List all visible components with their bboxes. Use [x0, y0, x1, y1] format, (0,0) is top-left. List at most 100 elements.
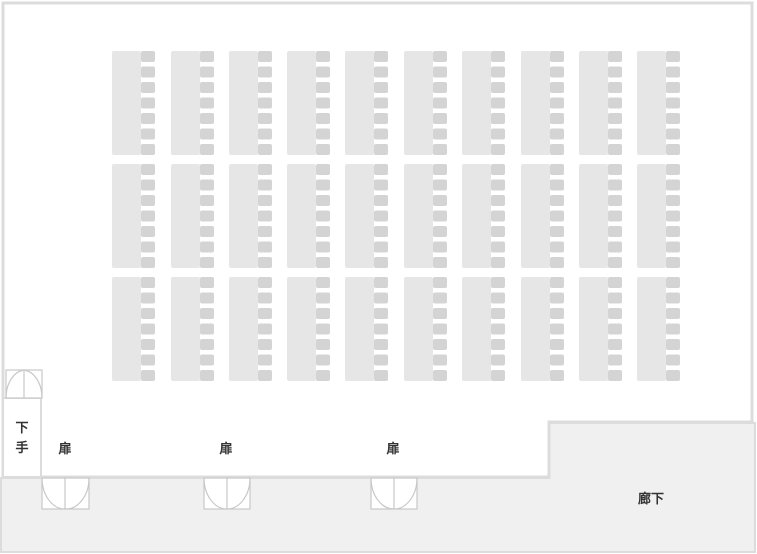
- chair: [258, 113, 272, 124]
- chair: [608, 277, 622, 288]
- chair: [433, 164, 447, 175]
- table: [112, 277, 141, 381]
- chair: [666, 241, 680, 253]
- chair: [550, 323, 564, 335]
- table-group: [637, 277, 680, 381]
- table: [579, 164, 608, 268]
- chair: [258, 292, 272, 304]
- chair: [433, 308, 447, 319]
- chair: [374, 82, 388, 93]
- chair: [491, 257, 505, 268]
- chair: [608, 66, 622, 78]
- chair: [666, 308, 680, 319]
- chair: [666, 226, 680, 237]
- chair: [200, 308, 214, 319]
- chair: [550, 179, 564, 191]
- chair: [550, 354, 564, 366]
- table-group: [287, 51, 330, 155]
- chair: [374, 144, 388, 155]
- chair: [491, 308, 505, 319]
- table-group: [171, 164, 214, 268]
- chair: [141, 339, 155, 350]
- chair: [200, 82, 214, 93]
- chair: [666, 339, 680, 350]
- door-label-1: 扉: [58, 441, 71, 457]
- chair: [374, 66, 388, 78]
- table: [287, 51, 316, 155]
- chair: [433, 323, 447, 335]
- chair: [258, 370, 272, 381]
- chair: [433, 97, 447, 109]
- chair: [258, 66, 272, 78]
- door-3[interactable]: [370, 477, 418, 510]
- chair: [550, 370, 564, 381]
- door-2[interactable]: [203, 477, 251, 510]
- chair: [666, 179, 680, 191]
- chair: [141, 257, 155, 268]
- chair: [550, 292, 564, 304]
- table-group: [112, 164, 155, 268]
- table: [345, 51, 374, 155]
- side-door[interactable]: [5, 369, 43, 399]
- stage-side-label-1: 下: [15, 421, 28, 436]
- chair: [550, 195, 564, 206]
- chair: [491, 144, 505, 155]
- table: [462, 164, 491, 268]
- chair: [141, 164, 155, 175]
- table: [637, 51, 666, 155]
- chair: [491, 210, 505, 222]
- chair: [550, 241, 564, 253]
- table: [404, 51, 433, 155]
- chair: [200, 51, 214, 62]
- chair: [316, 308, 330, 319]
- chair: [258, 210, 272, 222]
- chair: [316, 292, 330, 304]
- chair: [316, 113, 330, 124]
- chair: [200, 226, 214, 237]
- chair: [666, 292, 680, 304]
- chair: [141, 113, 155, 124]
- table-group: [404, 164, 447, 268]
- table: [287, 164, 316, 268]
- chair: [258, 164, 272, 175]
- table-group: [287, 164, 330, 268]
- chair: [374, 370, 388, 381]
- table: [229, 51, 258, 155]
- chair: [316, 257, 330, 268]
- chair: [491, 113, 505, 124]
- chair: [608, 164, 622, 175]
- stage-side-label-2: 手: [15, 440, 28, 456]
- seating-area: [112, 51, 680, 381]
- chair: [200, 179, 214, 191]
- chair: [550, 82, 564, 93]
- chair: [491, 354, 505, 366]
- chair: [316, 51, 330, 62]
- chair: [258, 277, 272, 288]
- chair: [433, 82, 447, 93]
- chair: [141, 97, 155, 109]
- chair: [374, 195, 388, 206]
- chair: [258, 241, 272, 253]
- chair: [258, 97, 272, 109]
- chair: [608, 370, 622, 381]
- door-1[interactable]: [41, 477, 90, 510]
- chair: [608, 257, 622, 268]
- chair: [608, 82, 622, 93]
- chair: [550, 226, 564, 237]
- chair: [200, 257, 214, 268]
- chair: [550, 113, 564, 124]
- chair: [200, 339, 214, 350]
- chair: [141, 354, 155, 366]
- table-group: [229, 164, 272, 268]
- chair: [666, 144, 680, 155]
- chair: [316, 241, 330, 253]
- chair: [374, 257, 388, 268]
- chair: [316, 82, 330, 93]
- chair: [141, 370, 155, 381]
- corridor-label: 廊下: [638, 491, 664, 507]
- chair: [141, 179, 155, 191]
- chair: [374, 51, 388, 62]
- chair: [550, 257, 564, 268]
- chair: [491, 339, 505, 350]
